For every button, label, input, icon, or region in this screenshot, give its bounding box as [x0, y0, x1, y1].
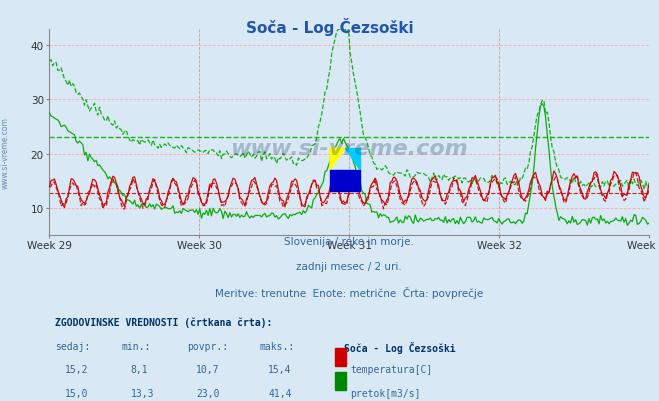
Text: www.si-vreme.com: www.si-vreme.com — [231, 139, 468, 159]
Text: Slovenija / reke in morje.: Slovenija / reke in morje. — [284, 237, 415, 247]
Text: 15,2: 15,2 — [65, 365, 88, 375]
Text: 15,0: 15,0 — [65, 388, 88, 398]
Text: zadnji mesec / 2 uri.: zadnji mesec / 2 uri. — [297, 261, 402, 271]
Text: temperatura[C]: temperatura[C] — [351, 365, 433, 375]
Text: Soča - Log Čezsoški: Soča - Log Čezsoški — [246, 18, 413, 36]
Polygon shape — [330, 149, 345, 170]
Text: min.:: min.: — [121, 341, 151, 351]
Text: Soča - Log Čezsoški: Soča - Log Čezsoški — [345, 341, 456, 353]
Text: 10,7: 10,7 — [196, 365, 220, 375]
Text: 23,0: 23,0 — [196, 388, 220, 398]
Text: sedaj:: sedaj: — [55, 341, 91, 351]
Bar — [335, 372, 346, 390]
Text: 8,1: 8,1 — [130, 365, 148, 375]
Text: 15,4: 15,4 — [268, 365, 292, 375]
Text: povpr.:: povpr.: — [187, 341, 229, 351]
Polygon shape — [345, 149, 360, 170]
Bar — [335, 348, 346, 366]
Text: www.si-vreme.com: www.si-vreme.com — [1, 117, 10, 188]
Text: maks.:: maks.: — [260, 341, 295, 351]
Text: 13,3: 13,3 — [130, 388, 154, 398]
Text: Meritve: trenutne  Enote: metrične  Črta: povprečje: Meritve: trenutne Enote: metrične Črta: … — [215, 286, 484, 298]
Text: 41,4: 41,4 — [268, 388, 292, 398]
Polygon shape — [330, 170, 360, 192]
Text: pretok[m3/s]: pretok[m3/s] — [351, 388, 421, 398]
Text: ZGODOVINSKE VREDNOSTI (črtkana črta):: ZGODOVINSKE VREDNOSTI (črtkana črta): — [55, 317, 273, 328]
